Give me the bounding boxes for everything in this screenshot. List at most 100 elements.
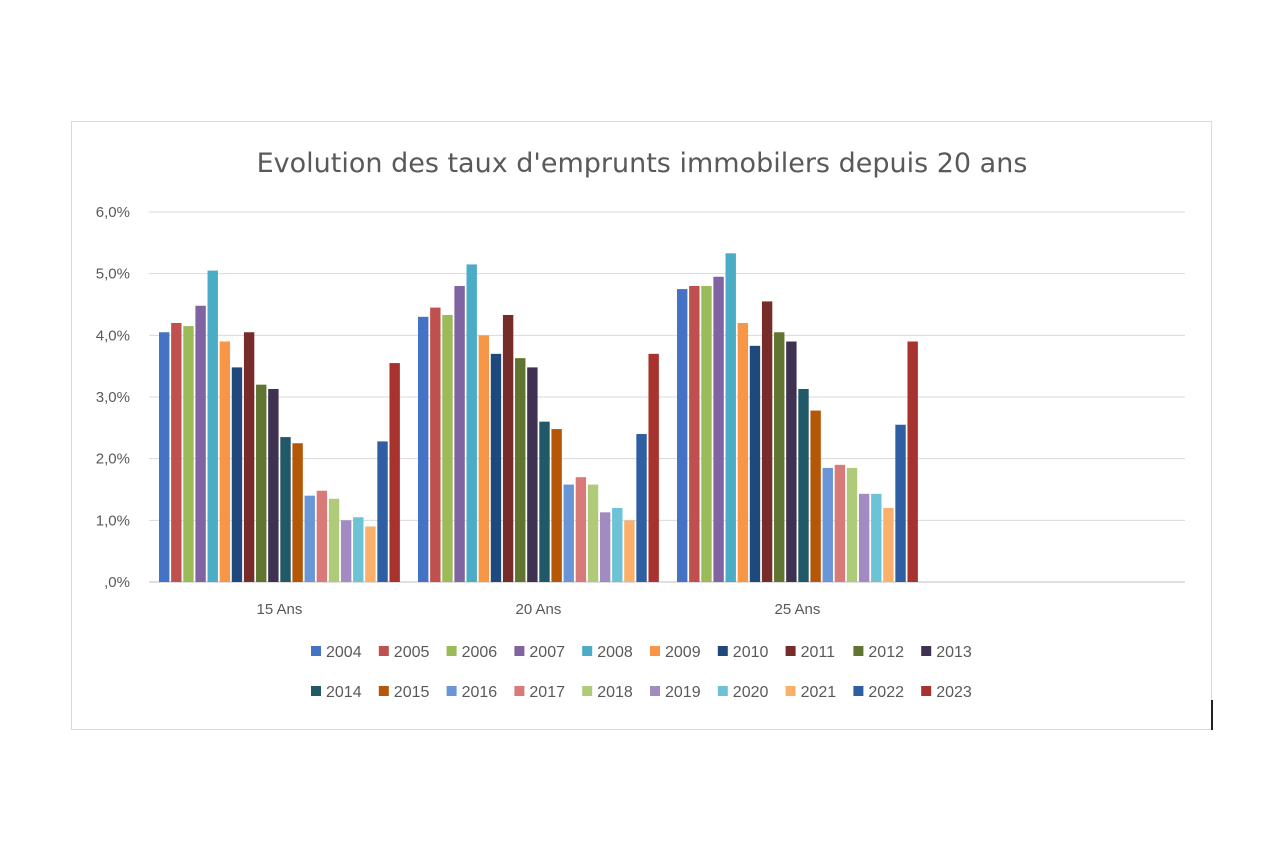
y-tick-label: 1,0%	[96, 512, 130, 529]
legend-label: 2008	[597, 644, 633, 661]
bar-2013-2	[786, 341, 797, 582]
legend-swatch	[717, 686, 728, 696]
bar-2020-0	[353, 517, 364, 582]
legend-item-2020: 2020	[717, 684, 769, 701]
legend-label: 2005	[394, 644, 430, 661]
legend-label: 2020	[733, 684, 769, 701]
legend-swatch	[717, 646, 728, 656]
legend-item-2012: 2012	[853, 644, 904, 661]
legend-label: 2022	[868, 684, 904, 701]
legend-swatch	[650, 646, 660, 656]
bar-2021-2	[883, 508, 894, 582]
bar-2013-1	[527, 367, 538, 582]
legend-item-2008: 2008	[582, 644, 633, 661]
bar-2005-0	[171, 323, 182, 582]
legend-label: 2021	[801, 684, 837, 701]
legend-item-2006: 2006	[446, 644, 497, 661]
y-tick-label: 5,0%	[96, 266, 130, 283]
legend-label: 2010	[733, 644, 769, 661]
legend-swatch	[378, 686, 389, 696]
legend-swatch	[921, 646, 932, 656]
bar-2008-2	[725, 253, 736, 583]
legend-item-2011: 2011	[785, 644, 836, 661]
legend-label: 2018	[597, 684, 633, 701]
x-axis-ticks: 15 Ans 20 Ans 25 Ans	[256, 601, 820, 618]
legend-item-2017: 2017	[514, 684, 565, 701]
legend-swatch	[446, 686, 457, 696]
bar-2019-2	[858, 493, 870, 582]
bar-2010-1	[490, 353, 502, 582]
bar-2006-2	[701, 286, 712, 582]
bar-2015-1	[551, 429, 562, 582]
legend-item-2015: 2015	[378, 684, 429, 701]
bar-2011-1	[502, 314, 514, 582]
bar-2020-2	[871, 493, 882, 582]
bar-2011-2	[761, 301, 773, 582]
bar-2012-0	[256, 384, 267, 582]
bar-2022-0	[377, 441, 388, 582]
bar-2021-0	[365, 526, 376, 582]
legend-swatch	[650, 686, 660, 696]
legend-swatch	[785, 646, 796, 656]
bar-2013-0	[268, 388, 279, 582]
legend-swatch	[853, 686, 864, 696]
y-tick-label: 4,0%	[96, 327, 130, 344]
bar-2023-2	[907, 341, 918, 582]
legend-item-2005: 2005	[378, 644, 430, 661]
legend-swatch	[582, 686, 593, 696]
bar-2009-0	[219, 341, 231, 582]
legend-label: 2014	[326, 684, 362, 701]
x-tick-label: 25 Ans	[774, 601, 820, 618]
bar-2004-1	[418, 316, 429, 582]
bar-2019-1	[599, 512, 611, 582]
bar-2007-2	[713, 276, 724, 582]
legend-swatch	[582, 646, 593, 656]
bar-2020-1	[612, 508, 623, 582]
bar-2008-0	[207, 270, 218, 582]
bar-2017-2	[834, 464, 846, 582]
bar-2006-1	[442, 314, 453, 582]
y-tick-label: ,0%	[104, 574, 130, 591]
chart-svg: Evolution des taux d'emprunts immobilers…	[96, 148, 1185, 701]
legend-label: 2009	[665, 644, 701, 661]
legend-item-2021: 2021	[785, 684, 837, 701]
chart-frame: Evolution des taux d'emprunts immobilers…	[71, 121, 1212, 730]
bar-2023-0	[389, 363, 400, 582]
legend-swatch	[378, 646, 389, 656]
legend-item-2009: 2009	[650, 644, 701, 661]
legend: 2004 2005 2006 2007 2008 2009 2010 2011 2012 2013…	[311, 644, 972, 701]
bar-2008-1	[466, 264, 477, 582]
bar-2004-2	[677, 289, 688, 582]
bar-2011-0	[243, 332, 255, 582]
legend-label: 2004	[326, 644, 362, 661]
bar-2007-1	[454, 286, 465, 582]
legend-label: 2023	[936, 684, 972, 701]
legend-label: 2019	[665, 684, 701, 701]
y-tick-label: 3,0%	[96, 389, 130, 406]
legend-item-2023: 2023	[921, 684, 972, 701]
legend-item-2004: 2004	[311, 644, 362, 661]
bar-2010-2	[749, 345, 761, 582]
legend-item-2018: 2018	[582, 684, 633, 701]
bar-2018-2	[846, 467, 858, 582]
legend-swatch	[311, 686, 321, 696]
bar-2014-1	[539, 421, 550, 582]
legend-label: 2017	[529, 684, 565, 701]
edge-mark	[1211, 700, 1213, 730]
legend-item-2019: 2019	[650, 684, 701, 701]
legend-label: 2011	[801, 644, 836, 661]
y-tick-label: 2,0%	[96, 451, 130, 468]
gridlines	[149, 211, 1185, 583]
bar-2022-1	[636, 434, 647, 582]
legend-label: 2013	[936, 644, 972, 661]
legend-swatch	[446, 646, 457, 656]
bar-2004-0	[159, 332, 170, 582]
bar-2014-0	[280, 437, 291, 582]
legend-item-2016: 2016	[446, 684, 497, 701]
bar-2009-2	[737, 323, 749, 582]
bar-2023-1	[648, 353, 659, 582]
y-axis-ticks: 6,0% 5,0% 4,0% 3,0% 2,0% 1,0% ,0%	[96, 204, 130, 591]
bar-2006-0	[183, 326, 194, 582]
x-tick-label: 20 Ans	[515, 601, 561, 618]
legend-label: 2007	[529, 644, 565, 661]
